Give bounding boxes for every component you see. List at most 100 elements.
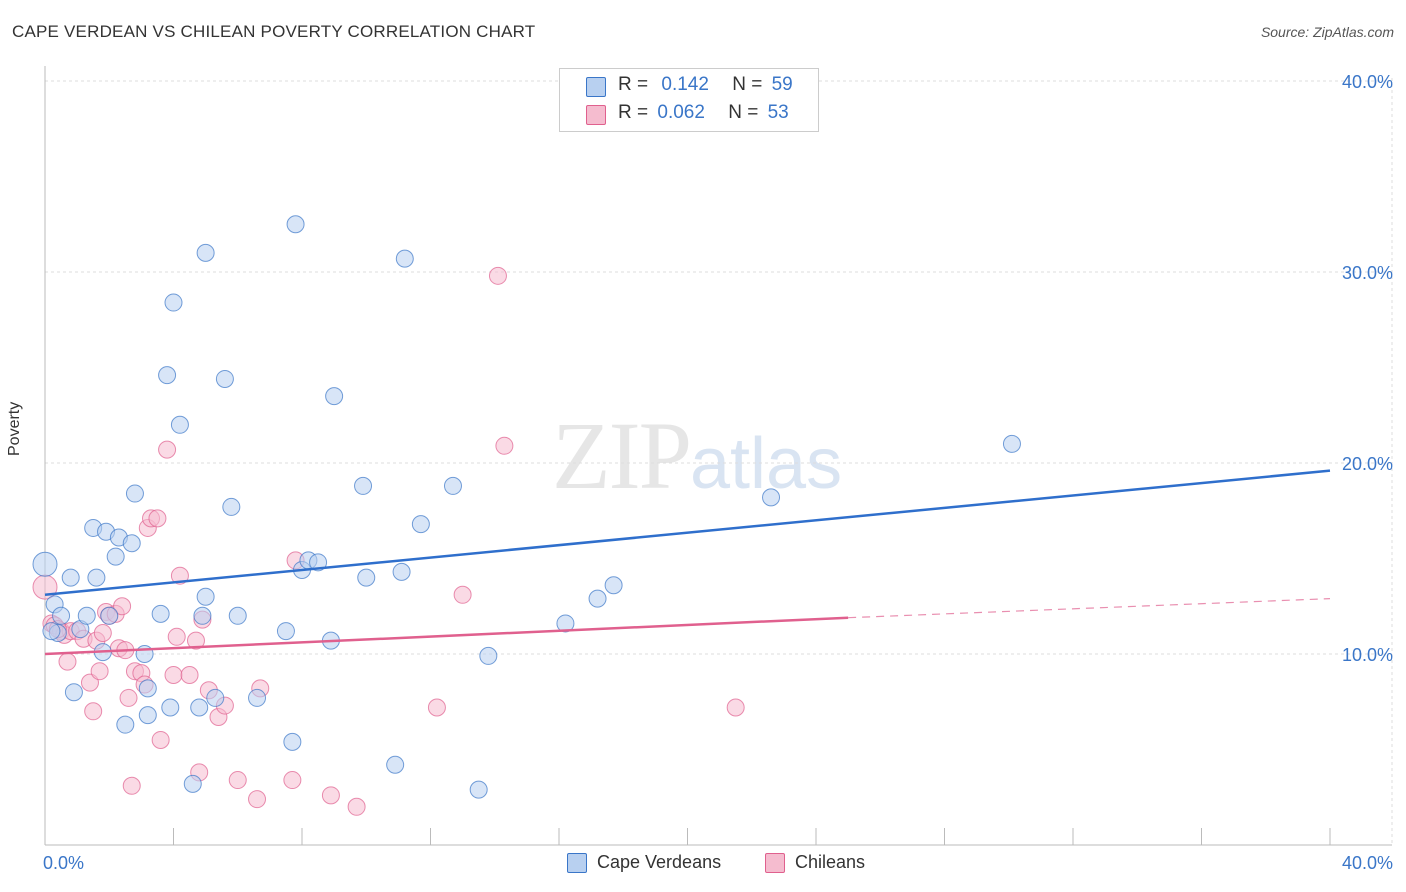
data-point [276,622,295,641]
data-point [58,652,77,671]
data-point [148,509,167,528]
data-point [222,497,241,516]
y-tick-label: 30.0% [1342,263,1393,283]
data-point [170,566,189,585]
data-point [228,606,247,625]
bottom-legend-chileans: Chileans [765,852,865,873]
data-point [42,622,61,641]
data-point [495,436,514,455]
bottom-legend-label: Cape Verdeans [597,852,722,872]
data-point [392,562,411,581]
data-point [100,606,119,625]
axes [44,66,1392,846]
data-point [604,576,623,595]
data-point [170,415,189,434]
trend-line-chileans-extrapolated [848,598,1331,619]
trend-lines [44,469,1331,656]
data-point [180,666,199,685]
data-point [158,440,177,459]
legend-n-label: N = [732,74,763,95]
series-cape-verdeans [32,215,1021,799]
data-point [726,698,745,717]
data-point [32,551,58,577]
data-point [283,771,302,790]
data-point [151,604,170,623]
trend-line-cape-verdeans [44,469,1331,597]
bottom-legend-swatch-pink [765,852,785,873]
y-axis-label: Poverty [6,401,23,456]
legend-n-value: 53 [767,102,789,123]
data-point [116,715,135,734]
watermark-zip: ZIP [552,402,692,509]
data-point [395,249,414,268]
data-point [196,243,215,262]
data-point [186,631,205,650]
data-point [158,366,177,385]
data-point [151,730,170,749]
data-point [228,771,247,790]
data-point [309,553,328,572]
x-tick-label-min: 0.0% [43,853,84,873]
data-point [762,488,781,507]
data-point [161,698,180,717]
data-point [427,698,446,717]
legend-r-value: 0.142 [661,74,709,95]
data-point [347,797,366,816]
bottom-legend-swatch-blue [567,852,587,873]
data-point [164,666,183,685]
data-point [80,673,99,692]
data-point [453,585,472,604]
bottom-legend-cape-verdeans: Cape Verdeans [567,852,721,873]
data-point [248,790,267,809]
bottom-legend-label: Chileans [795,852,866,872]
data-point [77,606,96,625]
data-point [87,568,106,587]
data-point [283,732,302,751]
legend-n-label: N = [728,102,759,123]
data-point [479,646,498,665]
data-point [588,589,607,608]
legend-swatch-pink [586,105,606,125]
data-point [113,597,132,616]
data-point [443,476,462,495]
data-point [286,215,305,234]
data-point [106,547,125,566]
data-point [122,534,141,553]
legend-r-label: R = [618,102,649,123]
data-point [196,587,215,606]
data-point [469,780,488,799]
data-point [357,568,376,587]
data-point [138,679,157,698]
source-label: Source: ZipAtlas.com [1260,24,1394,40]
grid [45,78,1393,845]
data-point [138,706,157,725]
chart-title: CAPE VERDEAN VS CHILEAN POVERTY CORRELAT… [12,22,536,41]
data-point [167,627,186,646]
data-point [61,568,80,587]
data-point [125,484,144,503]
data-point [164,293,183,312]
legend-n-value: 59 [771,74,793,95]
legend-swatch-blue [586,77,606,97]
data-point [119,688,138,707]
data-point [321,786,340,805]
tick-labels: 10.0% 20.0% 30.0% 40.0% 0.0% 40.0% [43,72,1393,873]
trend-line-chileans [44,616,849,656]
data-point [183,774,202,793]
data-point [354,476,373,495]
data-point [193,606,212,625]
data-point [488,266,507,285]
y-tick-label: 20.0% [1342,454,1393,474]
data-point [84,702,103,721]
data-point [411,515,430,534]
data-point [248,688,267,707]
y-tick-label: 10.0% [1342,645,1393,665]
data-point [52,606,71,625]
data-point [64,683,83,702]
data-point [122,776,141,795]
data-point [1002,434,1021,453]
data-point [93,623,112,642]
data-point [325,387,344,406]
data-point [386,755,405,774]
